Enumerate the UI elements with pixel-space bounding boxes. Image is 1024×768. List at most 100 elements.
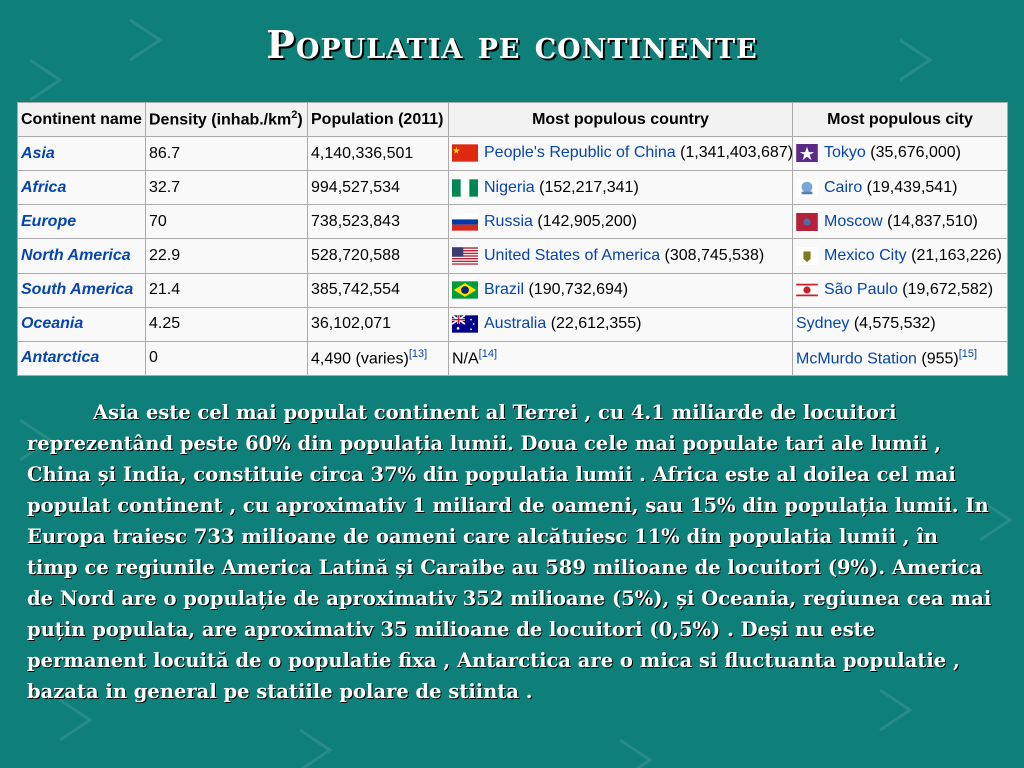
brazil-flag-icon <box>452 281 484 299</box>
most-populous-city-cell: Moscow (14,837,510) <box>792 204 1008 240</box>
population-cell: 4,140,336,501 <box>307 135 449 172</box>
population-value: 36,102,071 <box>311 315 392 333</box>
header-country: Most populous country <box>448 102 793 137</box>
country-link[interactable]: Australia <box>484 315 547 333</box>
population-value: 994,527,534 <box>311 178 400 196</box>
header-density: Density (inhab./km2) <box>145 102 308 137</box>
city-population: (19,439,541) <box>862 178 958 196</box>
continent-name-link[interactable]: Oceania <box>17 306 146 342</box>
most-populous-city-cell: Tokyo (35,676,000) <box>792 135 1008 172</box>
slide-title: Populatia pe continente <box>266 22 758 67</box>
cairo-emblem-icon <box>796 178 824 197</box>
country-link[interactable]: People's Republic of China <box>484 144 676 162</box>
population-value: 385,742,554 <box>311 281 400 299</box>
most-populous-country-cell: United States of America (308,745,538) <box>448 238 793 274</box>
country-population: N/A <box>452 350 479 368</box>
table-row: North America 22.9 528,720,588 United State… <box>17 238 1008 274</box>
china-flag-icon <box>452 144 484 163</box>
density-cell: 0 <box>145 340 308 377</box>
density-cell: 86.7 <box>145 135 308 172</box>
city-link[interactable]: Moscow <box>824 212 883 230</box>
country-citation[interactable]: [14] <box>478 348 498 361</box>
most-populous-city-cell: McMurdo Station (955)[15] <box>792 340 1008 377</box>
continent-name-link[interactable]: South America <box>17 272 146 308</box>
city-link[interactable]: Cairo <box>824 178 863 196</box>
country-population: (152,217,341) <box>534 178 639 196</box>
nigeria-flag-icon <box>452 178 484 197</box>
population-table: Continent name Density (inhab./km2) Popu… <box>17 102 1008 377</box>
city-population: (19,672,582) <box>897 281 994 299</box>
density-cell: 22.9 <box>145 238 308 274</box>
usa-flag-icon <box>452 247 484 265</box>
density-cell: 70 <box>145 204 308 240</box>
population-value: 528,720,588 <box>311 246 400 264</box>
description-text: Asia este cel mai populat continent al T… <box>27 401 992 703</box>
table-row: Europe 70 738,523,843 Russia (142,905,200) M… <box>17 204 1008 240</box>
city-population: (955) <box>916 350 959 368</box>
country-population: (308,745,538) <box>660 247 765 265</box>
country-link[interactable]: Nigeria <box>484 178 535 196</box>
population-cell: 738,523,843 <box>307 204 449 240</box>
population-cell: 385,742,554 <box>307 272 449 308</box>
russia-flag-icon <box>452 213 484 231</box>
table-row: Asia 86.7 4,140,336,501 People's Republic o… <box>17 135 1008 172</box>
city-link[interactable]: Sydney <box>796 315 850 333</box>
density-cell: 21.4 <box>145 272 308 308</box>
city-population: (14,837,510) <box>882 212 978 230</box>
population-table-container: Continent name Density (inhab./km2) Popu… <box>17 102 1008 377</box>
city-link[interactable]: São Paulo <box>824 281 898 299</box>
tokyo-emblem-icon <box>796 144 824 163</box>
density-cell: 32.7 <box>145 170 308 206</box>
description-paragraph: Asia este cel mai populat continent al T… <box>27 397 995 707</box>
continent-name-link[interactable]: Africa <box>17 170 146 206</box>
city-link[interactable]: McMurdo Station <box>796 350 917 368</box>
city-citation[interactable]: [15] <box>958 348 978 361</box>
most-populous-city-cell: Cairo (19,439,541) <box>792 170 1008 206</box>
population-value: 4,140,336,501 <box>311 144 414 162</box>
header-city: Most populous city <box>792 102 1008 137</box>
header-continent: Continent name <box>17 102 146 137</box>
table-row: Africa 32.7 994,527,534 Nigeria (152,217,34… <box>17 170 1008 206</box>
population-cell: 994,527,534 <box>307 170 449 206</box>
table-row: Antarctica 0 4,490 (varies)[13] N/A[14] McMu… <box>17 340 1008 377</box>
most-populous-country-cell: N/A[14] <box>448 340 793 377</box>
population-cell: 36,102,071 <box>307 306 449 342</box>
sao-paulo-flag-icon <box>796 281 824 300</box>
population-cell: 4,490 (varies)[13] <box>307 340 449 377</box>
most-populous-country-cell: Australia (22,612,355) <box>448 306 793 342</box>
australia-flag-icon <box>452 315 484 333</box>
country-population: (190,732,694) <box>524 281 629 299</box>
population-value: 738,523,843 <box>311 212 400 230</box>
continent-name-link[interactable]: Asia <box>17 135 146 172</box>
country-link[interactable]: Brazil <box>484 281 525 299</box>
country-link[interactable]: United States of America <box>484 247 661 265</box>
most-populous-country-cell: People's Republic of China (1,341,403,68… <box>448 135 793 172</box>
most-populous-city-cell: Mexico City (21,163,226) <box>792 238 1008 274</box>
country-population: (22,612,355) <box>546 315 642 333</box>
continent-name-link[interactable]: North America <box>17 238 146 274</box>
city-population: (35,676,000) <box>865 144 961 162</box>
city-link[interactable]: Tokyo <box>824 144 866 162</box>
most-populous-country-cell: Russia (142,905,200) <box>448 204 793 240</box>
header-population: Population (2011) <box>307 102 449 137</box>
table-row: South America 21.4 385,742,554 Brazil (190,… <box>17 272 1008 308</box>
country-population: (142,905,200) <box>532 212 637 230</box>
population-citation[interactable]: [13] <box>408 348 428 361</box>
city-link[interactable]: Mexico City <box>824 247 907 265</box>
country-population: (1,341,403,687) <box>675 144 793 162</box>
population-value: 4,490 (varies) <box>311 350 409 368</box>
country-link[interactable]: Russia <box>484 212 533 230</box>
city-population: (4,575,532) <box>849 315 936 333</box>
most-populous-city-cell: São Paulo (19,672,582) <box>792 272 1008 308</box>
continent-name-link[interactable]: Europe <box>17 204 146 240</box>
continent-name-link[interactable]: Antarctica <box>17 340 146 377</box>
mexico-city-emblem-icon <box>796 246 824 265</box>
moscow-flag-icon <box>796 212 824 231</box>
table-header-row: Continent name Density (inhab./km2) Popu… <box>17 102 1008 137</box>
density-cell: 4.25 <box>145 306 308 342</box>
most-populous-country-cell: Brazil (190,732,694) <box>448 272 793 308</box>
table-row: Oceania 4.25 36,102,071 Australia (22,612,3… <box>17 306 1008 342</box>
population-cell: 528,720,588 <box>307 238 449 274</box>
most-populous-country-cell: Nigeria (152,217,341) <box>448 170 793 206</box>
city-population: (21,163,226) <box>906 247 1002 265</box>
